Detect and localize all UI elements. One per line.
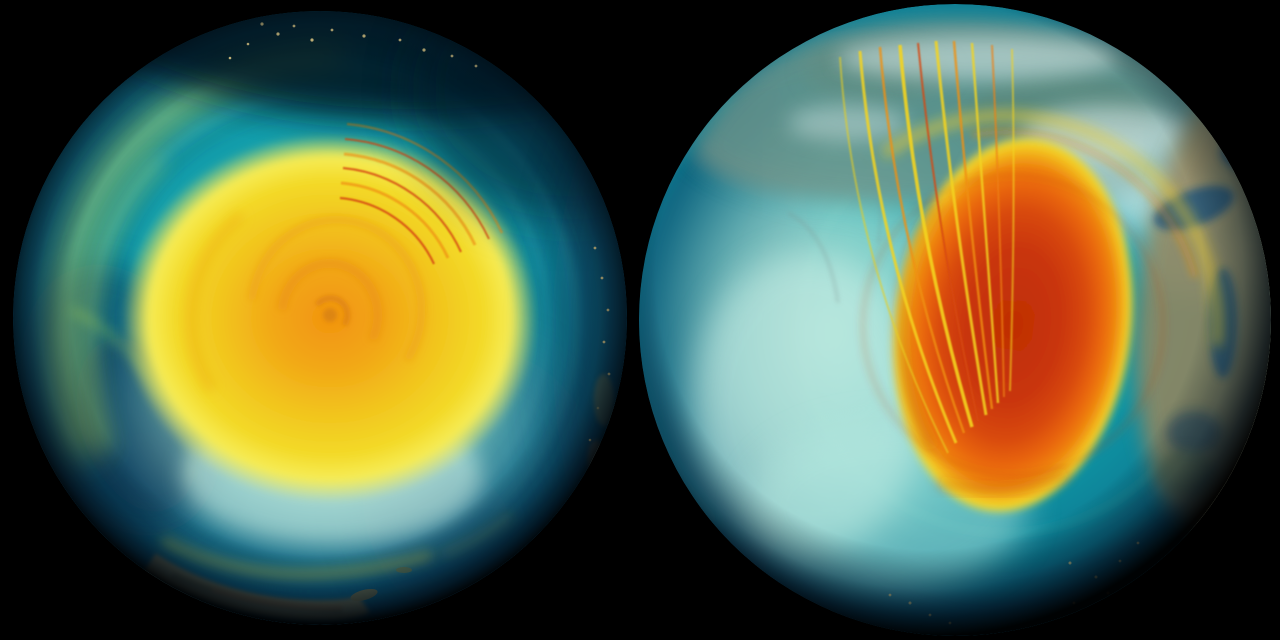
limb-darkening (13, 11, 627, 625)
limb-darkening (639, 4, 1271, 636)
right-globe-polar-vortex-side-view (638, 3, 1272, 637)
left-globe-polar-vortex-top-view (12, 10, 628, 626)
